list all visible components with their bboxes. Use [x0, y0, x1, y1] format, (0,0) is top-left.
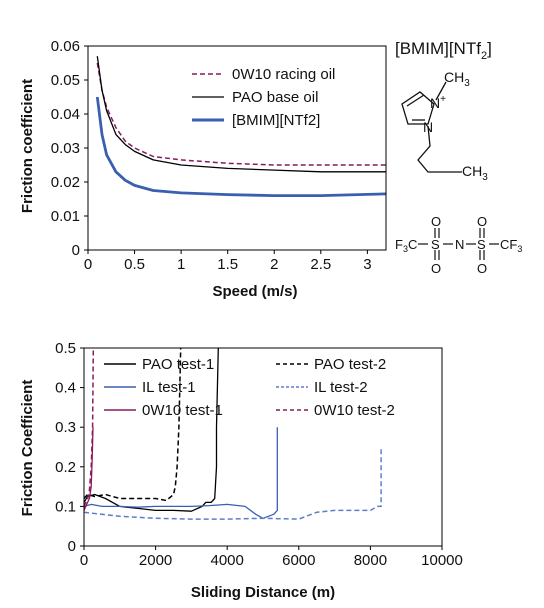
cation-methyl-label: CH3 — [444, 69, 470, 89]
anion-s-left: S — [431, 237, 440, 252]
anion-cf3-label: CF3 — [500, 237, 522, 254]
chart2-x-tick-label: 10000 — [421, 552, 463, 569]
ring-double-bond — [406, 94, 425, 107]
bmim-ntf2-structure: [BMIM][NTf2] CH3 N+ N CH3 — [395, 39, 522, 276]
chart1-legend: 0W10 racing oil PAO base oil [BMIM][NTf2… — [192, 66, 335, 129]
chart1-plot-frame — [87, 45, 387, 251]
anion-o-top-right: O — [477, 214, 487, 229]
chart1-x-tick-label: 0 — [84, 256, 92, 273]
legend-label-il-test-2: IL test-2 — [314, 379, 368, 396]
chart1-series-line--bmim-ntf2- — [95, 96, 386, 198]
chart1-x-tick-label: 2 — [270, 256, 278, 273]
chart2-plot-frame — [83, 347, 443, 547]
chart2-x-tick-label: 0 — [80, 552, 88, 569]
chart1-y-tick-label: 0.06 — [51, 38, 80, 55]
chart1-series — [95, 56, 386, 198]
chart1-y-tick-label: 0 — [72, 242, 80, 259]
legend-label-0w10-test-1: 0W10 test-1 — [142, 402, 223, 419]
chart2-series-line-il-test-1 — [84, 427, 278, 519]
chart1-y-tick-label: 0.04 — [51, 106, 80, 123]
legend-label-0w10-racing: 0W10 racing oil — [232, 66, 335, 83]
legend-label-bmim: [BMIM][NTf2] — [232, 112, 320, 129]
chart1-ticks: 0 0.5 1 1.5 2 2.5 3 0 0.01 0.02 0.03 0.04 0.05 0.06 — [51, 38, 372, 273]
chart2-series-line-il-test-2 — [84, 447, 382, 520]
chart2-x-tick-label: 8000 — [354, 552, 387, 569]
structure-title: [BMIM][NTf2] — [395, 39, 492, 62]
chart2-x-tick-label: 2000 — [139, 552, 172, 569]
chart2-series-line-pao-test-2 — [84, 348, 182, 502]
methyl-bond — [435, 81, 447, 101]
chart2-x-tick-label: 6000 — [282, 552, 315, 569]
chart2-x-tick-label: 4000 — [211, 552, 244, 569]
chart2-y-tick-label: 0 — [68, 538, 76, 555]
chart1-y-tick-label: 0.02 — [51, 174, 80, 191]
chart2-legend: PAO test-1 PAO test-2 IL test-1 IL test-… — [104, 356, 395, 419]
chart2-series — [84, 348, 382, 520]
butyl-chain — [417, 125, 462, 173]
chart1-x-tick-label: 2.5 — [310, 256, 331, 273]
imidazolium-ring — [401, 91, 435, 125]
chart2-y-tick-label: 0.5 — [55, 340, 76, 357]
chart1-y-axis-label: Friction coefficient — [19, 79, 36, 213]
cation-terminal-methyl-label: CH3 — [462, 163, 488, 183]
chart1-x-axis-label: Speed (m/s) — [212, 283, 297, 300]
chart2-y-tick-label: 0.1 — [55, 498, 76, 515]
chart2-y-tick-label: 0.4 — [55, 380, 76, 397]
chart2-y-tick-label: 0.2 — [55, 459, 76, 476]
anion-bonds — [418, 228, 499, 260]
chart1-x-tick-label: 1 — [177, 256, 185, 273]
chart1-y-tick-label: 0.01 — [51, 208, 80, 225]
legend-label-pao-test-2: PAO test-2 — [314, 356, 386, 373]
anion-o-top-left: O — [431, 214, 441, 229]
chart2-ticks: 0 2000 4000 6000 8000 10000 0 0.1 0.2 0.3 0.4 0.5 — [55, 340, 463, 569]
ntf2-anion: F3C S N S CF3 O O O O — [395, 214, 522, 276]
chart2-y-axis-label: Friction Coefficient — [19, 380, 36, 517]
chart2-series-line-pao-test-1 — [84, 348, 219, 512]
legend-label-il-test-1: IL test-1 — [142, 379, 196, 396]
speed-friction-chart: 0 0.5 1 1.5 2 2.5 3 0 0.01 0.02 0.03 0.04 0.05 0.06 S… — [19, 38, 387, 300]
chart2-y-tick-label: 0.3 — [55, 419, 76, 436]
cation-nplus-label: N+ — [430, 94, 446, 111]
chart2-series-line-0w10-test-2 — [84, 348, 95, 507]
anion-o-bottom-right: O — [477, 261, 487, 276]
imidazolium-cation — [401, 81, 462, 173]
anion-f3c-label: F3C — [395, 237, 417, 254]
anion-s-right: S — [477, 237, 486, 252]
chart1-x-tick-label: 1.5 — [217, 256, 238, 273]
legend-label-0w10-test-2: 0W10 test-2 — [314, 402, 395, 419]
chart1-series-line-pao-base-oil — [96, 56, 386, 173]
chart2-x-axis-label: Sliding Distance (m) — [191, 584, 335, 601]
cation-n-label: N — [423, 119, 433, 135]
sliding-distance-friction-chart: 0 2000 4000 6000 8000 10000 0 0.1 0.2 0.3 0.4 0.5 S… — [19, 340, 463, 601]
chart1-x-tick-label: 0.5 — [124, 256, 145, 273]
anion-n: N — [455, 237, 464, 252]
chart1-y-tick-label: 0.05 — [51, 72, 80, 89]
chart1-x-tick-label: 3 — [363, 256, 371, 273]
legend-label-pao-test-1: PAO test-1 — [142, 356, 214, 373]
anion-o-bottom-left: O — [431, 261, 441, 276]
legend-label-pao-base: PAO base oil — [232, 89, 318, 106]
chart1-y-tick-label: 0.03 — [51, 140, 80, 157]
